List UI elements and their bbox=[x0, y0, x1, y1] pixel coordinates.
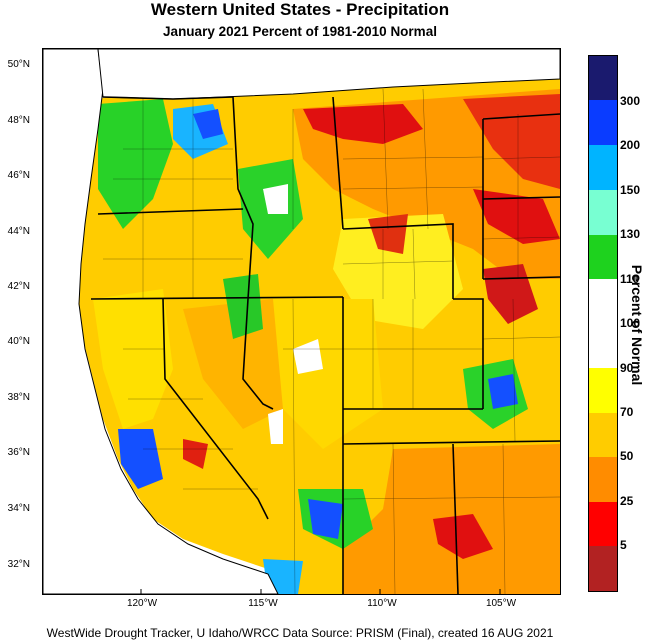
yellow-region-ut bbox=[273, 299, 383, 449]
legend-label-70: 70 bbox=[620, 405, 634, 419]
legend-swatch-110 bbox=[589, 235, 617, 279]
lat-label-50n: 50°N bbox=[7, 59, 30, 70]
near-normal-nv bbox=[268, 409, 283, 444]
dry-region-nv bbox=[183, 299, 303, 429]
near-normal-id bbox=[263, 184, 288, 214]
yellow-region-ca bbox=[93, 289, 173, 429]
legend-colorbar bbox=[588, 55, 618, 592]
precipitation-map bbox=[42, 48, 561, 595]
lon-label-110w: 110°W bbox=[367, 598, 397, 609]
lon-label-120w: 120°W bbox=[126, 598, 158, 609]
legend-title: Percent of Normal bbox=[629, 264, 645, 386]
lat-label-44n: 44°N bbox=[7, 226, 30, 237]
legend-label-200: 200 bbox=[620, 138, 641, 152]
legend-label-300: 300 bbox=[620, 94, 641, 108]
very-dry-nd bbox=[463, 94, 560, 189]
lat-label-42n: 42°N bbox=[7, 281, 30, 292]
very-wet-sierra bbox=[118, 429, 163, 489]
wet-region-ut bbox=[223, 274, 263, 339]
legend-swatch-5 bbox=[589, 502, 617, 546]
graticule-ticks bbox=[140, 589, 501, 594]
legend-swatch-300 bbox=[589, 56, 617, 100]
lat-label-46n: 46°N bbox=[7, 170, 30, 181]
legend-swatch-200 bbox=[589, 100, 617, 145]
legend-label-130: 130 bbox=[620, 227, 641, 241]
very-dry-wy bbox=[368, 214, 408, 254]
very-dry-mt-north bbox=[303, 104, 423, 144]
legend-label-100: 100 bbox=[620, 316, 641, 330]
very-dry-ne bbox=[473, 189, 560, 244]
lat-label-48n: 48°N bbox=[7, 115, 30, 126]
map-svg bbox=[43, 49, 560, 594]
canada bbox=[43, 49, 560, 100]
lat-label-38n: 38°N bbox=[7, 392, 30, 403]
very-wet-az bbox=[308, 499, 343, 539]
credit-line: WestWide Drought Tracker, U Idaho/WRCC D… bbox=[46, 626, 554, 640]
state-borders bbox=[90, 96, 560, 594]
lon-label-115w: 115°W bbox=[248, 598, 278, 609]
lat-label-40n: 40°N bbox=[7, 336, 30, 347]
legend-label-110: 110 bbox=[620, 272, 640, 286]
lon-label-105w: 105°W bbox=[485, 598, 517, 609]
legend-swatch-130 bbox=[589, 190, 617, 235]
pacific-ocean bbox=[43, 49, 279, 594]
lat-label-36n: 36°N bbox=[7, 447, 30, 458]
legend-label-50: 50 bbox=[620, 449, 634, 463]
legend-swatch-0 bbox=[589, 546, 617, 591]
lat-label-32n: 32°N bbox=[7, 559, 30, 570]
lat-label-34n: 34°N bbox=[7, 503, 30, 514]
legend-swatch-70 bbox=[589, 368, 617, 413]
legend-swatch-90 bbox=[589, 324, 617, 368]
very-dry-ca bbox=[183, 439, 208, 469]
legend-label-5: 5 bbox=[620, 538, 627, 552]
legend-label-25: 25 bbox=[620, 494, 634, 508]
county-borders bbox=[103, 88, 560, 594]
near-normal-ut bbox=[293, 339, 323, 374]
map-title: Western United States - Precipitation bbox=[150, 0, 450, 19]
legend-label-150: 150 bbox=[620, 183, 641, 197]
legend-swatch-50 bbox=[589, 413, 617, 457]
very-wet-co bbox=[488, 374, 518, 409]
legend-label-90: 90 bbox=[620, 361, 634, 375]
wet-region-wa bbox=[98, 99, 173, 229]
legend-swatch-25 bbox=[589, 457, 617, 502]
very-dry-nm bbox=[433, 514, 493, 559]
legend-swatch-100 bbox=[589, 279, 617, 325]
very-wet-id bbox=[193, 109, 223, 139]
legend-swatch-150 bbox=[589, 145, 617, 190]
map-subtitle: January 2021 Percent of 1981-2010 Normal bbox=[163, 24, 437, 39]
